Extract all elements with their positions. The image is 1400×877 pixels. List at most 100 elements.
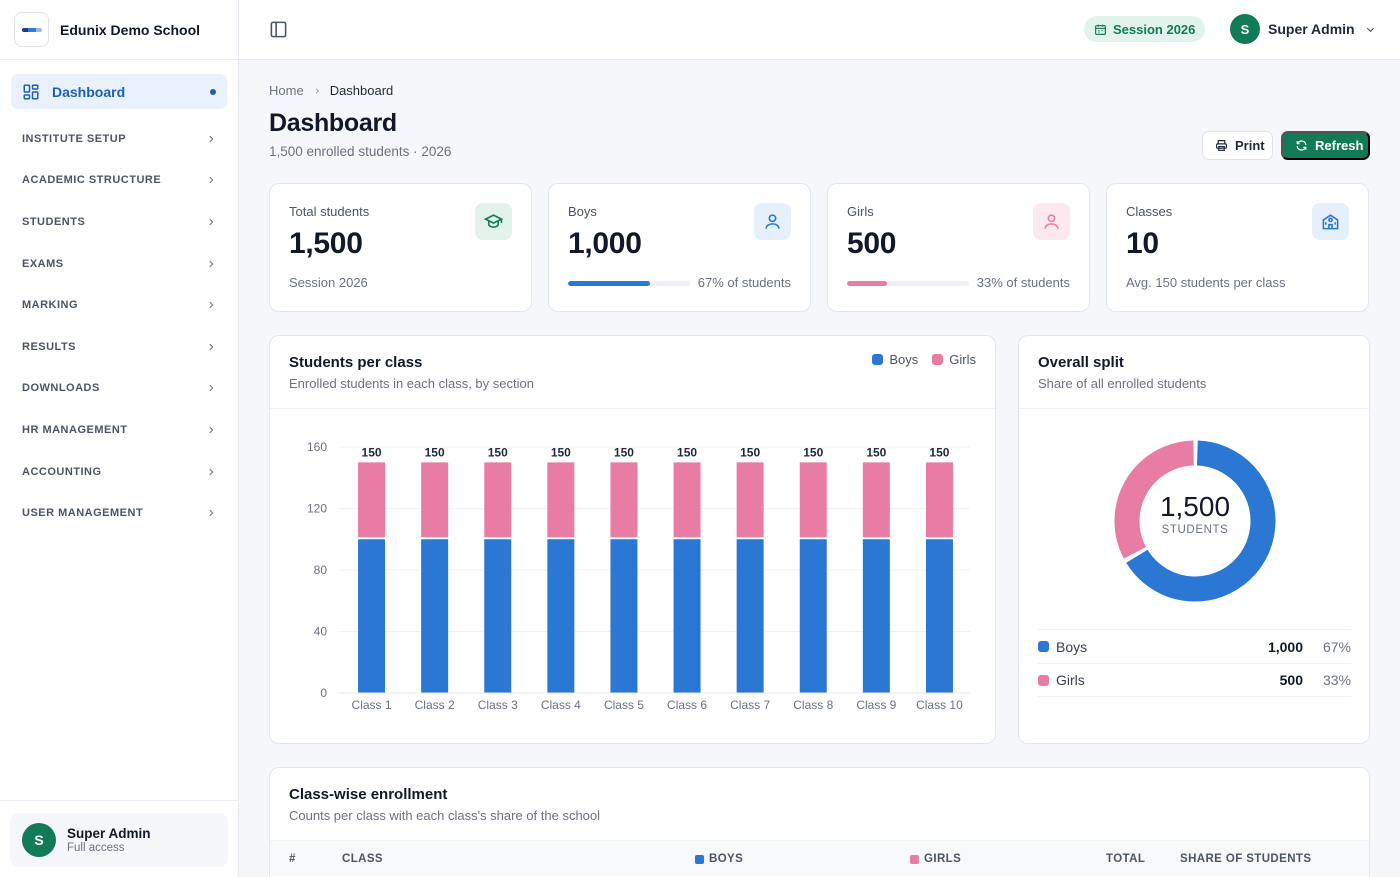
chevron-right-icon	[209, 343, 214, 351]
sidebar-user-card[interactable]: S Super Admin Full access	[10, 813, 228, 867]
sidebar-item-label: EXAMS	[22, 257, 64, 270]
bar-total-label: 150	[488, 445, 508, 459]
column-label: BOYS	[709, 853, 744, 865]
legend-label: Girls	[949, 352, 976, 367]
legend-swatch	[872, 354, 884, 365]
bar-boys	[673, 539, 701, 693]
sidebar-item-label: ACCOUNTING	[22, 465, 102, 478]
bar-total-label: 150	[425, 445, 445, 459]
sidebar-item-exams[interactable]: EXAMS	[0, 243, 238, 285]
stat-card-boys: Boys 1,000 67% of students	[548, 183, 811, 312]
overall-split-card: Overall split Share of all enrolled stud…	[1018, 335, 1370, 744]
column-label: GIRLS	[924, 853, 962, 865]
divider	[1019, 408, 1369, 409]
sidebar-item-students[interactable]: STUDENTS	[0, 201, 238, 243]
sidebar-item-label: STUDENTS	[22, 215, 86, 228]
split-name: Girls	[1056, 672, 1085, 688]
sidebar-item-downloads[interactable]: DOWNLOADS	[0, 368, 238, 410]
sidebar-item-hr-management[interactable]: HR MANAGEMENT	[0, 409, 238, 451]
bar-boys	[610, 539, 638, 693]
legend-label: Boys	[889, 352, 919, 367]
print-button[interactable]: Print	[1202, 131, 1273, 160]
x-tick-label: Class 10	[916, 698, 963, 712]
session-badge[interactable]: Session 2026	[1084, 16, 1206, 42]
sidebar-item-academic-structure[interactable]: ACADEMIC STRUCTURE	[0, 160, 238, 202]
x-tick-label: Class 4	[541, 698, 581, 712]
chevron-right-icon	[209, 509, 214, 517]
bar-total-label: 150	[803, 445, 823, 459]
legend-swatch	[932, 354, 944, 365]
sidebar-nav: INSTITUTE SETUP ACADEMIC STRUCTURE STUDE…	[0, 118, 238, 534]
split-count: 1,000	[1267, 638, 1303, 655]
legend-item-girls[interactable]: Girls	[932, 352, 976, 367]
stat-note: Avg. 150 students per class	[1126, 275, 1286, 290]
session-label: Session 2026	[1113, 21, 1196, 37]
column-header-total[interactable]: TOTAL	[1106, 853, 1146, 865]
donut-total: 1,500	[1159, 491, 1231, 522]
sidebar-toggle-icon[interactable]	[269, 20, 288, 39]
topbar: Session 2026 S Super Admin	[239, 0, 1400, 60]
bar-boys	[736, 539, 764, 693]
legend-item-boys[interactable]: Boys	[872, 352, 918, 367]
split-row-boys: Boys 1,000 67%	[1038, 629, 1351, 663]
chevron-right-icon	[209, 135, 214, 143]
graduation-cap-icon	[475, 203, 512, 240]
bar-girls	[610, 462, 638, 538]
sidebar-user-panel: S Super Admin Full access	[0, 800, 238, 877]
sidebar-item-accounting[interactable]: ACCOUNTING	[0, 451, 238, 493]
column-header-girls[interactable]: GIRLS	[910, 853, 961, 865]
column-header-share[interactable]: SHARE OF STUDENTS	[1180, 853, 1312, 865]
sidebar-item-marking[interactable]: MARKING	[0, 284, 238, 326]
stat-value: 10	[1126, 227, 1159, 260]
user-role: Full access	[67, 842, 125, 854]
column-header-boys[interactable]: BOYS	[695, 853, 743, 865]
stat-value: 500	[847, 227, 897, 260]
class-wise-enrollment-card: Class-wise enrollment Counts per class w…	[269, 767, 1370, 877]
sidebar-item-label: INSTITUTE SETUP	[22, 132, 127, 145]
sidebar-item-institute-setup[interactable]: INSTITUTE SETUP	[0, 118, 238, 160]
sidebar-item-results[interactable]: RESULTS	[0, 326, 238, 368]
breadcrumb-home[interactable]: Home	[269, 83, 304, 98]
school-name: Edunix Demo School	[60, 21, 201, 38]
split-percent: 33%	[1322, 672, 1351, 688]
sidebar-item-label: MARKING	[22, 299, 79, 312]
card-subtitle: Share of all enrolled students	[1038, 376, 1207, 391]
user-menu[interactable]: S Super Admin	[1230, 14, 1376, 44]
card-title: Overall split	[1038, 354, 1124, 371]
column-header-class[interactable]: CLASS	[342, 853, 383, 865]
split-percent: 67%	[1322, 638, 1351, 655]
stat-percent: 67% of students	[697, 275, 791, 290]
bar-boys	[421, 539, 449, 693]
x-tick-label: Class 9	[856, 698, 896, 712]
x-tick-label: Class 2	[415, 698, 455, 712]
column-header-number[interactable]: #	[289, 853, 296, 865]
sidebar-item-label: USER MANAGEMENT	[22, 507, 144, 520]
stat-label: Total students	[289, 204, 370, 219]
stat-percent: 33% of students	[976, 275, 1070, 290]
stat-label: Boys	[568, 204, 597, 219]
bar-girls	[925, 462, 953, 538]
girls-progress-bar	[847, 281, 969, 286]
bar-girls	[484, 462, 512, 538]
sidebar-item-label: Dashboard	[52, 83, 126, 100]
sidebar-item-dashboard[interactable]: Dashboard	[11, 74, 227, 109]
legend-swatch	[1038, 641, 1049, 652]
split-name: Boys	[1056, 638, 1088, 655]
refresh-button[interactable]: Refresh	[1281, 131, 1370, 160]
bar-girls	[799, 462, 827, 538]
y-tick-label: 0	[320, 686, 327, 700]
sidebar-item-user-management[interactable]: USER MANAGEMENT	[0, 492, 238, 534]
school-building-icon	[1312, 203, 1349, 240]
card-title: Students per class	[289, 354, 423, 371]
divider	[270, 408, 995, 409]
x-tick-label: Class 1	[352, 698, 392, 712]
school-logo	[14, 12, 49, 47]
user-name: Super Admin	[67, 826, 151, 841]
bar-total-label: 150	[866, 445, 886, 459]
sidebar-item-label: DOWNLOADS	[22, 382, 100, 395]
chevron-right-icon	[209, 426, 214, 434]
donut-center: 1,500 STUDENTS	[1112, 491, 1278, 536]
chevron-right-icon	[209, 301, 214, 309]
brand[interactable]: Edunix Demo School	[0, 0, 238, 60]
y-tick-label: 80	[314, 563, 328, 577]
